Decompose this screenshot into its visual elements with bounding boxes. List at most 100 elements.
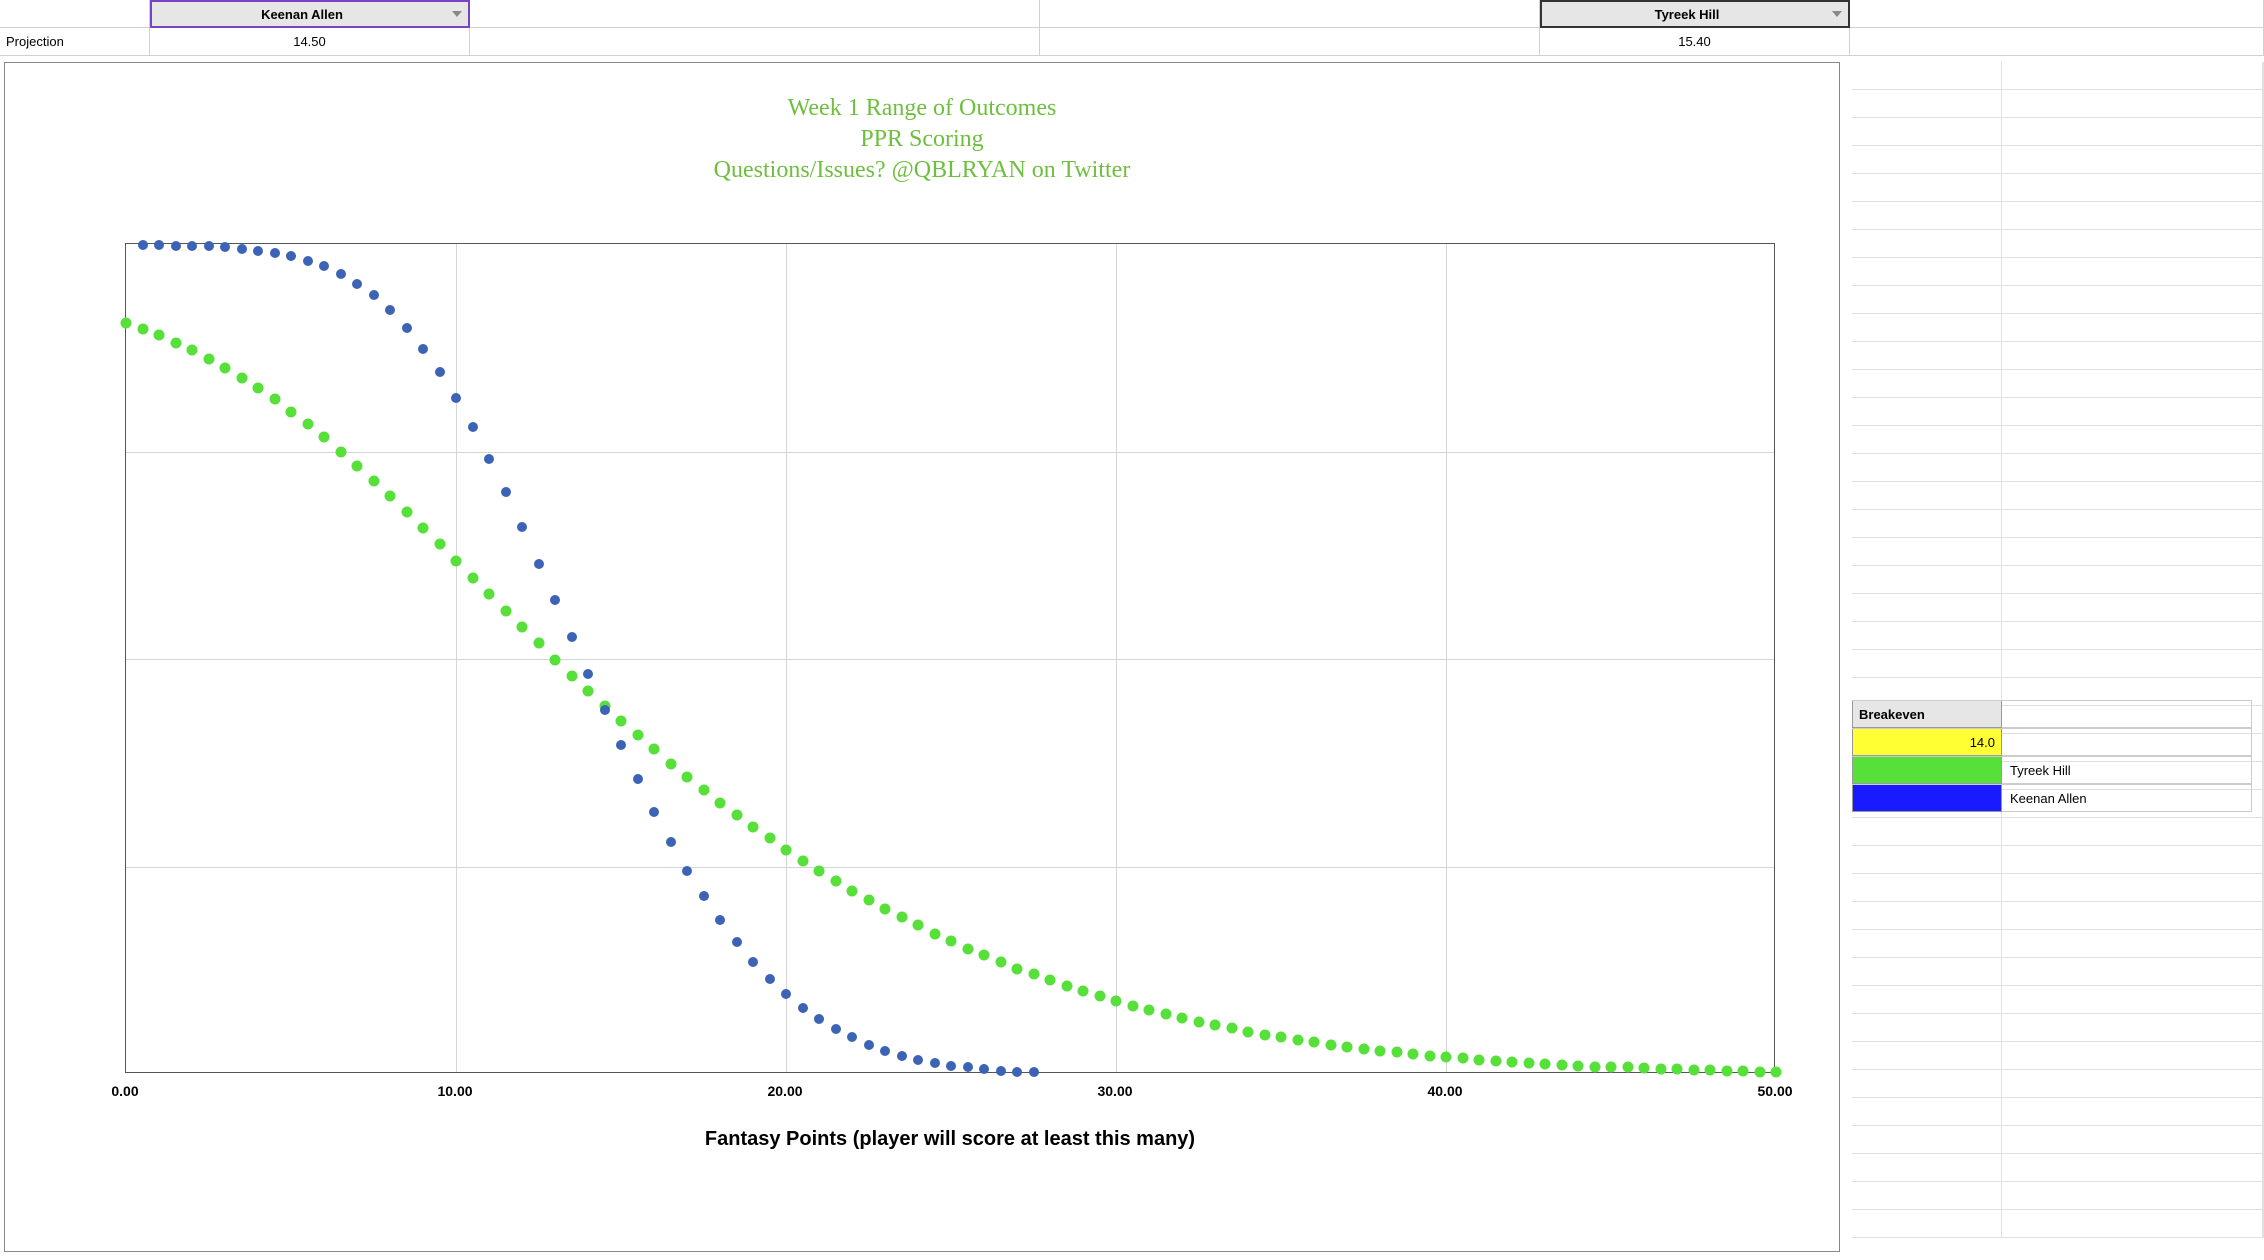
- side-empty-cells: [1852, 62, 2264, 1238]
- data-point: [1688, 1064, 1699, 1075]
- data-point: [1408, 1049, 1419, 1060]
- grid-line-vertical: [786, 244, 787, 1072]
- data-point: [534, 559, 544, 569]
- data-point: [962, 943, 973, 954]
- data-point: [286, 406, 297, 417]
- data-point: [600, 705, 610, 715]
- data-point: [616, 716, 627, 727]
- data-point: [1292, 1034, 1303, 1045]
- data-point: [1358, 1044, 1369, 1055]
- data-point: [732, 937, 742, 947]
- projection-b-cell: 15.40: [1540, 28, 1850, 56]
- legend-series-row: Keenan Allen: [1852, 784, 2252, 812]
- data-point: [566, 670, 577, 681]
- data-point: [797, 855, 808, 866]
- data-point: [929, 928, 940, 939]
- legend-series-row: Tyreek Hill: [1852, 756, 2252, 784]
- legend-block: Breakeven 14.0 Tyreek HillKeenan Allen: [1852, 700, 2252, 812]
- data-point: [979, 1064, 989, 1074]
- player-b-name: Tyreek Hill: [1655, 7, 1720, 22]
- y-tick-label: 75.00%: [0, 443, 115, 459]
- breakeven-value: 14.0: [1852, 729, 2002, 756]
- y-tick-label: 50.00%: [0, 650, 115, 666]
- grid-line-vertical: [1446, 244, 1447, 1072]
- data-point: [451, 393, 461, 403]
- data-point: [698, 785, 709, 796]
- player-b-dropdown[interactable]: Tyreek Hill: [1540, 0, 1850, 28]
- data-point: [1573, 1060, 1584, 1071]
- data-point: [1111, 995, 1122, 1006]
- data-point: [830, 875, 841, 886]
- data-point: [418, 344, 428, 354]
- data-point: [1127, 1000, 1138, 1011]
- data-point: [1721, 1065, 1732, 1076]
- data-point: [567, 632, 577, 642]
- player-a-dropdown[interactable]: Keenan Allen: [150, 0, 470, 28]
- data-point: [1061, 981, 1072, 992]
- x-tick-label: 50.00: [1757, 1083, 1792, 1099]
- data-point: [138, 240, 148, 250]
- data-point: [665, 758, 676, 769]
- data-point: [896, 912, 907, 923]
- data-point: [764, 833, 775, 844]
- data-point: [1193, 1016, 1204, 1027]
- data-point: [402, 323, 412, 333]
- y-tick-label: 0.00%: [0, 1065, 115, 1081]
- x-tick-label: 20.00: [767, 1083, 802, 1099]
- data-point: [748, 957, 758, 967]
- data-point: [204, 241, 214, 251]
- data-point: [368, 475, 379, 486]
- data-point: [385, 491, 396, 502]
- data-point: [187, 345, 198, 356]
- legend-header-row: Breakeven: [1852, 700, 2252, 728]
- data-point: [484, 589, 495, 600]
- blank-cell: [0, 0, 150, 28]
- data-point: [814, 865, 825, 876]
- data-point: [963, 1062, 973, 1072]
- chevron-down-icon: [1832, 11, 1842, 17]
- data-point: [1375, 1045, 1386, 1056]
- data-point: [352, 279, 362, 289]
- data-point: [302, 419, 313, 430]
- data-point: [682, 771, 693, 782]
- data-point: [715, 797, 726, 808]
- data-point: [863, 894, 874, 905]
- data-point: [632, 730, 643, 741]
- data-point: [1160, 1009, 1171, 1020]
- blank-cell: [470, 28, 1040, 56]
- data-point: [467, 572, 478, 583]
- x-axis-label: Fantasy Points (player will score at lea…: [705, 1128, 1195, 1151]
- data-point: [533, 638, 544, 649]
- data-point: [1589, 1061, 1600, 1072]
- data-point: [203, 353, 214, 364]
- data-point: [1754, 1066, 1765, 1077]
- data-point: [484, 454, 494, 464]
- data-point: [1325, 1039, 1336, 1050]
- data-point: [1276, 1032, 1287, 1043]
- data-point: [501, 487, 511, 497]
- x-tick-label: 40.00: [1427, 1083, 1462, 1099]
- legend-color-swatch: [1852, 785, 2002, 812]
- x-tick-label: 0.00: [111, 1083, 138, 1099]
- data-point: [369, 290, 379, 300]
- data-point: [781, 844, 792, 855]
- data-point: [1012, 963, 1023, 974]
- data-point: [451, 556, 462, 567]
- grid-line-vertical: [1116, 244, 1117, 1072]
- data-point: [1622, 1062, 1633, 1073]
- data-point: [418, 522, 429, 533]
- blank-cell: [1850, 28, 2264, 56]
- data-point: [1177, 1013, 1188, 1024]
- chart-title-line2: PPR Scoring: [5, 124, 1839, 155]
- data-point: [1424, 1050, 1435, 1061]
- data-point: [1457, 1053, 1468, 1064]
- data-point: [1672, 1064, 1683, 1075]
- data-point: [121, 317, 132, 328]
- data-point: [319, 261, 329, 271]
- legend-series-label: Tyreek Hill: [2002, 757, 2251, 784]
- chart-title-line3: Questions/Issues? @QBLRYAN on Twitter: [5, 155, 1839, 186]
- data-point: [517, 622, 528, 633]
- data-point: [649, 744, 660, 755]
- data-point: [385, 305, 395, 315]
- chart-title-line1: Week 1 Range of Outcomes: [5, 93, 1839, 124]
